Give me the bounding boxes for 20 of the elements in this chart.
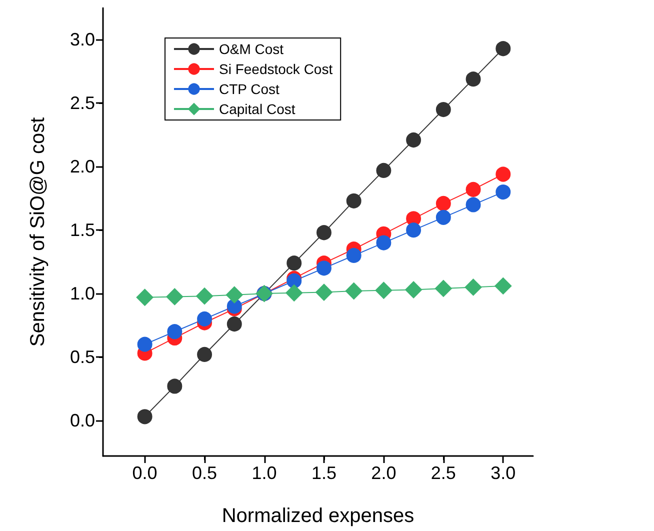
legend-label: O&M Cost xyxy=(219,41,284,57)
y-tick-label: 2.0 xyxy=(70,156,95,177)
y-tick-label: 2.5 xyxy=(70,93,95,114)
x-axis-title: Normalized expenses xyxy=(222,505,414,527)
y-axis-title: Sensitivity of SiO@G cost xyxy=(27,116,49,347)
legend-label: CTP Cost xyxy=(219,81,280,97)
x-tick-label: 3.0 xyxy=(490,463,516,483)
y-tick-label: 0.5 xyxy=(70,347,95,368)
x-tick-label: 1.0 xyxy=(252,463,277,483)
legend-label: Si Feedstock Cost xyxy=(219,61,333,77)
x-tick-label: 0.5 xyxy=(192,463,218,483)
y-tick-label: 0.0 xyxy=(70,410,95,430)
x-tick-label: 2.0 xyxy=(371,463,396,483)
y-tick-label: 1.5 xyxy=(70,220,95,240)
legend-label: Capital Cost xyxy=(219,101,296,117)
x-tick-label: 2.5 xyxy=(430,463,456,483)
y-tick-label: 1.0 xyxy=(70,284,95,304)
x-tick-label: 0.0 xyxy=(132,463,158,483)
y-tick-label: 3.0 xyxy=(70,30,95,50)
x-tick-label: 1.5 xyxy=(311,463,336,483)
